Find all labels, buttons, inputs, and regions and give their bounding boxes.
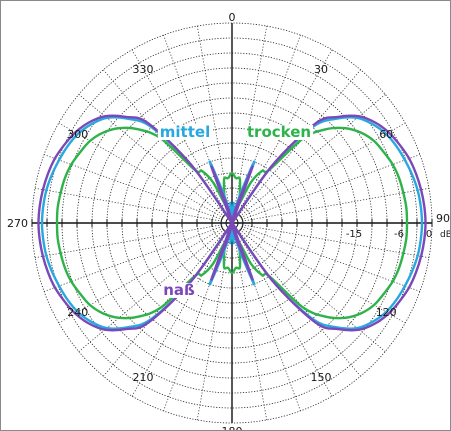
angle-label-300: 300 <box>67 128 88 141</box>
angle-label-150: 150 <box>311 371 332 384</box>
angle-label-240: 240 <box>67 306 88 319</box>
series-label-bg <box>244 125 314 140</box>
series-label-trocken: trocken <box>247 123 311 141</box>
db-label-6: -6 <box>394 229 404 240</box>
grid-spoke-130 <box>239 229 386 352</box>
angle-label-90: 90 <box>436 212 450 225</box>
db-label-15: -15 <box>346 229 362 240</box>
angle-label-30: 30 <box>314 63 328 76</box>
series-label-na: naß <box>163 281 195 299</box>
series-label-mittel: mittel <box>160 123 210 141</box>
series-na-curve <box>37 114 427 332</box>
series-mittel-curve <box>40 116 424 330</box>
grid-spoke-50 <box>239 94 386 217</box>
angle-label-330: 330 <box>133 63 154 76</box>
grid-spoke-230 <box>78 229 225 352</box>
label-layer: 0 30 60 90 120 150 180 210 240 270 300 330 0 -6 -15 dB m… <box>7 11 450 430</box>
angle-label-180: 180 <box>222 425 243 430</box>
grid-spoke-80 <box>241 187 430 222</box>
angle-label-120: 120 <box>376 306 397 319</box>
series-layer <box>37 114 427 332</box>
radial-unit-label: dB <box>440 230 450 240</box>
angle-label-210: 210 <box>133 371 154 384</box>
angle-label-0: 0 <box>229 11 236 24</box>
grid-spoke-310 <box>78 94 225 217</box>
series-trocken-curve <box>55 126 409 320</box>
series-label-bg <box>157 125 213 140</box>
angle-label-60: 60 <box>379 128 393 141</box>
angle-label-270: 270 <box>7 217 28 230</box>
series-label-bg <box>161 283 197 298</box>
db-label-0: 0 <box>426 229 432 240</box>
